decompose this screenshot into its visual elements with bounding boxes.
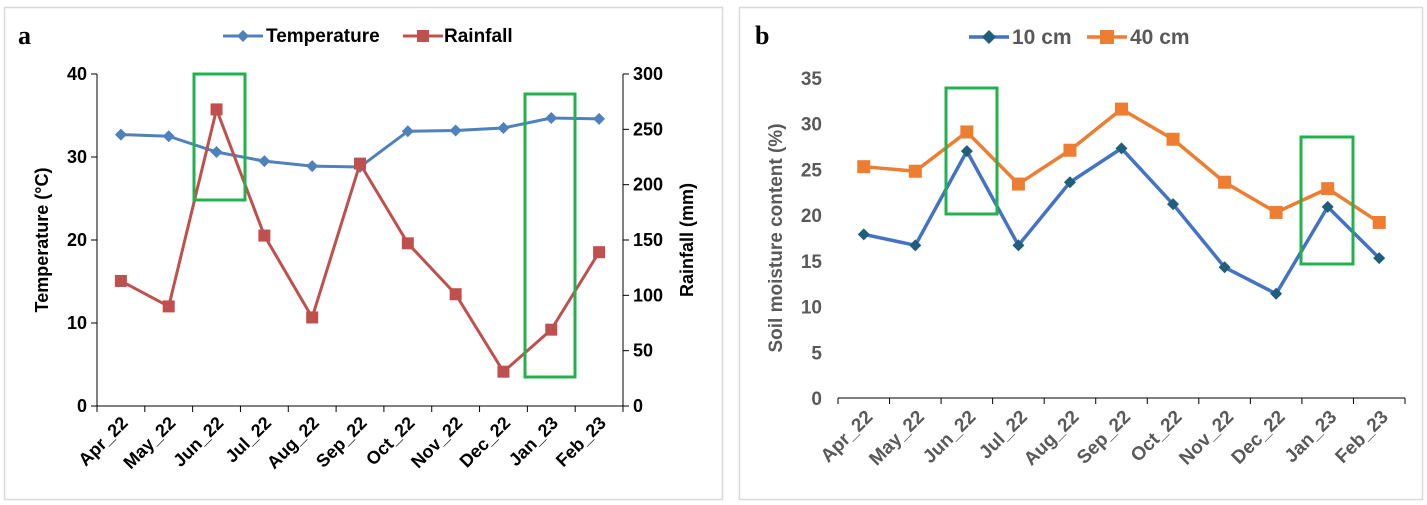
- legend-label-rainfall: Rainfall: [444, 26, 513, 47]
- left-tick-label: 30: [67, 147, 87, 167]
- y-tick-label: 25: [801, 160, 823, 181]
- panel-label-b: b: [755, 21, 769, 50]
- data-point-rainfall: [449, 288, 462, 301]
- data-point-temperature: [497, 121, 510, 134]
- panel-b-frame: [738, 6, 1424, 501]
- right-tick-label: 200: [633, 175, 663, 195]
- legend-marker-10-cm: [982, 30, 996, 44]
- data-point-10-cm: [1115, 142, 1128, 155]
- data-point-rainfall: [114, 274, 127, 287]
- data-point-temperature: [114, 128, 127, 141]
- y-tick-label: 20: [801, 206, 822, 227]
- data-point-rainfall: [162, 300, 175, 313]
- data-point-40-cm: [1269, 205, 1283, 219]
- y-tick-label: 30: [801, 115, 822, 136]
- legend-marker-rainfall: [417, 30, 429, 42]
- y-tick-label: 5: [811, 343, 822, 364]
- data-point-10-cm: [1373, 252, 1386, 265]
- data-point-40-cm: [908, 164, 922, 178]
- data-point-rainfall: [593, 246, 606, 259]
- panel-label-a: a: [18, 21, 31, 50]
- data-point-rainfall: [258, 229, 271, 242]
- left-tick-label: 40: [67, 64, 87, 84]
- data-point-rainfall: [545, 323, 558, 336]
- data-point-temperature: [162, 130, 175, 143]
- data-point-10-cm: [1063, 176, 1076, 189]
- left-tick-label: 0: [77, 396, 87, 416]
- left-tick-label: 20: [67, 230, 87, 250]
- data-point-temperature: [258, 155, 271, 168]
- legend-marker-40-cm: [1100, 30, 1114, 44]
- data-point-temperature: [210, 146, 223, 159]
- highlight-box: [523, 92, 577, 379]
- legend: 10 cm 40 cm: [969, 26, 1190, 49]
- y2-axis-title: Rainfall (mm): [677, 183, 697, 297]
- left-tick-label: 10: [67, 313, 87, 333]
- data-point-rainfall: [210, 103, 223, 116]
- highlight-box: [944, 86, 999, 216]
- data-point-rainfall: [354, 157, 366, 170]
- right-tick-label: 300: [633, 64, 663, 84]
- data-point-40-cm: [1115, 102, 1128, 116]
- data-point-40-cm: [857, 160, 871, 174]
- legend-marker-temperature: [237, 30, 249, 42]
- y-tick-label: 10: [801, 298, 822, 319]
- data-point-temperature: [449, 124, 462, 137]
- data-point-40-cm: [1321, 182, 1335, 196]
- data-point-10-cm: [960, 145, 973, 158]
- y-tick-label: 15: [801, 252, 823, 273]
- data-point-temperature: [306, 160, 319, 173]
- data-point-40-cm: [1372, 215, 1386, 229]
- highlight-box: [1299, 135, 1355, 266]
- data-point-temperature: [545, 111, 558, 124]
- data-point-40-cm: [1166, 132, 1180, 146]
- legend-label-10-cm: 10 cm: [1012, 26, 1072, 49]
- data-point-rainfall: [306, 311, 319, 324]
- data-point-10-cm: [1270, 287, 1283, 300]
- right-tick-label: 0: [633, 396, 643, 416]
- highlight-box: [192, 72, 247, 202]
- legend-label-40-cm: 40 cm: [1130, 26, 1190, 49]
- right-tick-label: 150: [633, 230, 663, 250]
- data-point-10-cm: [1218, 261, 1231, 274]
- data-point-10-cm: [857, 228, 870, 241]
- legend-label-temperature: Temperature: [266, 26, 380, 47]
- y-tick-label: 0: [811, 389, 822, 410]
- y-axis-title: Soil moisture content (%): [766, 123, 787, 352]
- right-tick-label: 100: [633, 285, 663, 305]
- data-point-temperature: [593, 112, 606, 125]
- data-point-rainfall: [401, 237, 414, 250]
- data-point-40-cm: [960, 125, 974, 139]
- data-point-40-cm: [1063, 143, 1077, 157]
- right-tick-label: 50: [633, 341, 653, 361]
- right-tick-label: 250: [633, 119, 663, 139]
- y-axis-title: Temperature (°C): [32, 168, 52, 313]
- y-tick-label: 35: [801, 69, 823, 90]
- data-point-40-cm: [1218, 175, 1232, 189]
- data-point-10-cm: [909, 239, 922, 252]
- legend: Temperature Rainfall: [223, 26, 513, 47]
- data-point-temperature: [401, 125, 414, 138]
- data-point-40-cm: [1011, 177, 1025, 191]
- data-point-10-cm: [1012, 239, 1025, 252]
- data-point-10-cm: [1321, 200, 1334, 213]
- data-point-rainfall: [497, 365, 510, 378]
- data-point-10-cm: [1167, 198, 1180, 211]
